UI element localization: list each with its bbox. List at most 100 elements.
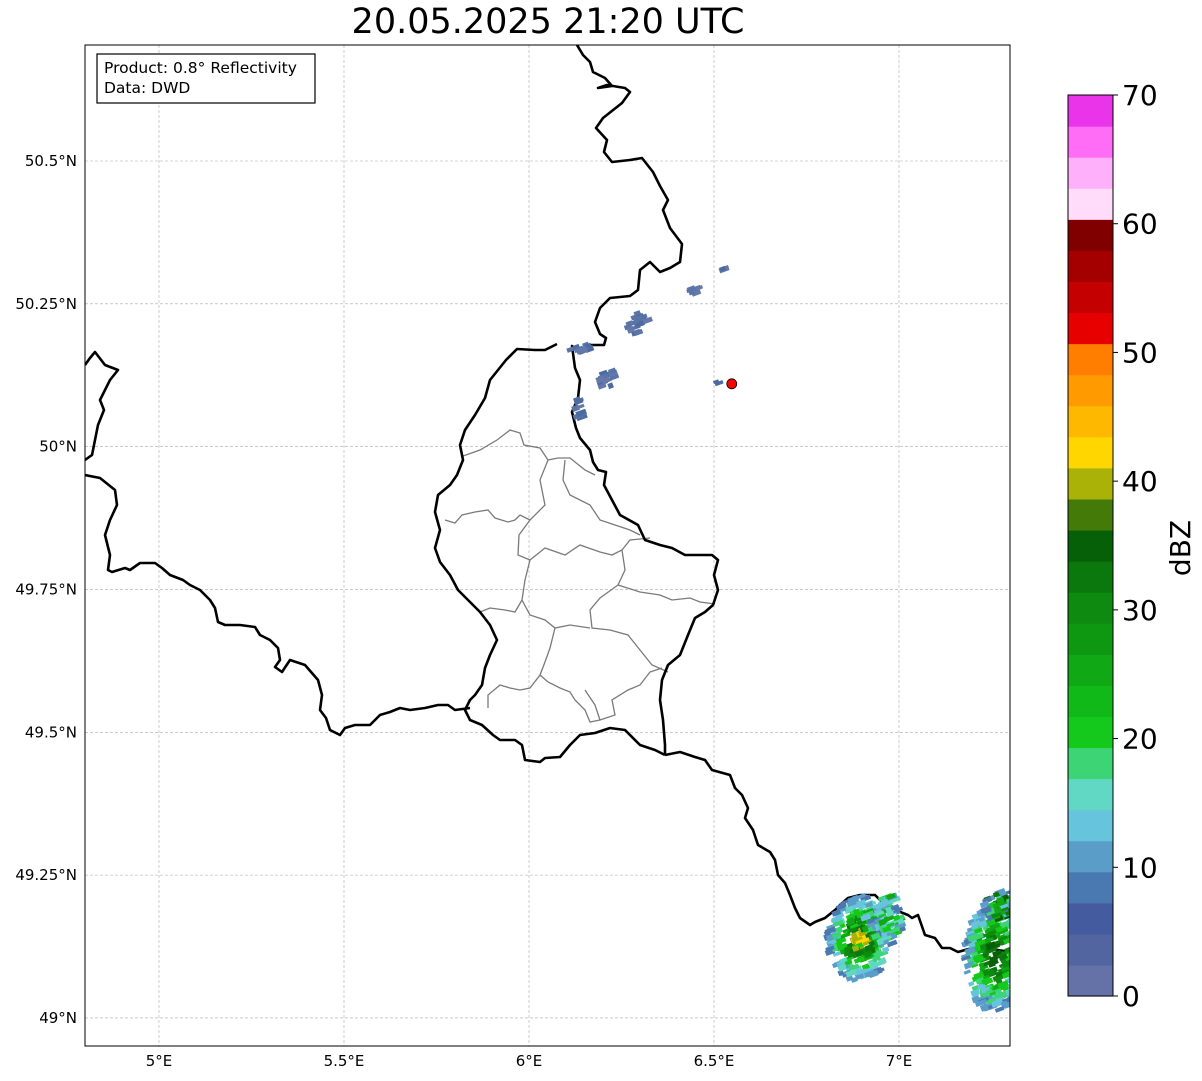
radar-echoes xyxy=(566,264,1029,1013)
lon-tick-label: 5°E xyxy=(146,1052,173,1070)
radar-pixel xyxy=(985,908,996,917)
radar-pixel xyxy=(982,925,990,931)
radar-pixel xyxy=(843,951,851,957)
radar-pixel xyxy=(851,963,860,970)
lon-tick-labels: 5°E 5.5°E 6°E 6.5°E 7°E xyxy=(146,1052,913,1070)
radar-pixel xyxy=(877,895,885,902)
radar-pixel xyxy=(856,899,866,906)
radar-pixel xyxy=(633,328,642,336)
radar-pixel xyxy=(566,346,575,353)
radar-pixel xyxy=(601,376,611,385)
radar-pixel xyxy=(968,981,975,987)
colorbar-segment xyxy=(1068,405,1113,438)
colorbar-tick-label: 40 xyxy=(1122,465,1158,498)
lat-tick-label: 50.25°N xyxy=(15,295,77,313)
lat-tick-label: 50°N xyxy=(39,438,77,456)
map-content xyxy=(85,45,1029,1013)
radar-pixel xyxy=(873,951,880,957)
radar-pixel xyxy=(987,969,995,977)
radar-pixel xyxy=(856,973,865,980)
radar-pixel xyxy=(861,925,869,933)
radar-pixel xyxy=(971,962,979,969)
radar-pixel xyxy=(1010,966,1017,972)
radar-pixel xyxy=(888,926,901,934)
radar-pixel xyxy=(996,896,1005,904)
radar-pixel xyxy=(690,288,702,297)
radar-pixel xyxy=(992,949,1002,957)
radar-pixel xyxy=(1001,959,1010,968)
radar-pixel xyxy=(1009,910,1010,917)
radar-pixel xyxy=(874,959,886,967)
radar-pixel xyxy=(576,403,585,410)
radar-pixel xyxy=(1009,920,1010,931)
radar-pixel xyxy=(1017,938,1029,947)
radar-pixel xyxy=(865,901,874,909)
radar-pixel xyxy=(844,945,852,951)
radar-pixel xyxy=(876,937,885,946)
radar-pixel xyxy=(1015,936,1023,943)
radar-pixel xyxy=(1011,972,1018,979)
country-borders xyxy=(85,45,1010,954)
radar-pixel xyxy=(973,933,984,941)
radar-pixel xyxy=(1003,912,1010,920)
radar-pixel xyxy=(837,969,845,977)
radar-pixel xyxy=(623,323,633,331)
radar-pixel xyxy=(1016,972,1026,980)
radar-pixel xyxy=(856,968,868,976)
colorbar xyxy=(1068,95,1113,997)
radar-pixel xyxy=(626,325,635,334)
radar-pixel xyxy=(1012,967,1018,972)
radar-pixel xyxy=(1014,967,1023,975)
radar-pixel xyxy=(854,949,865,957)
radar-pixel xyxy=(889,895,901,904)
lon-tick-label: 5.5°E xyxy=(324,1052,365,1070)
radar-pixel xyxy=(842,928,850,934)
colorbar-tick-label: 30 xyxy=(1122,594,1158,627)
colorbar-segment xyxy=(1068,685,1113,717)
lon-tick-label: 7°E xyxy=(886,1052,913,1070)
radar-pixel xyxy=(991,911,1002,919)
colorbar-segment xyxy=(1068,157,1113,189)
colorbar-segment xyxy=(1068,281,1113,314)
radar-pixel xyxy=(840,931,851,939)
radar-pixel xyxy=(575,408,587,418)
radar-pixel xyxy=(832,919,844,928)
colorbar-segment xyxy=(1068,529,1113,562)
colorbar-tick-label: 70 xyxy=(1122,79,1158,112)
radar-pixel xyxy=(845,969,857,978)
radar-pixel xyxy=(631,318,640,325)
radar-pixel xyxy=(999,935,1009,943)
radar-pixel xyxy=(863,969,876,978)
radar-pixel xyxy=(981,973,992,980)
radar-pixel xyxy=(992,891,1000,898)
colorbar-segment xyxy=(1068,809,1113,842)
lat-tick-labels: 50.5°N 50.25°N 50°N 49.75°N 49.5°N 49.25°N 49°… xyxy=(15,152,77,1027)
radar-pixel xyxy=(863,951,872,958)
radar-pixel xyxy=(985,941,997,951)
radar-pixel xyxy=(996,934,1006,941)
colorbar-segment xyxy=(1068,312,1113,345)
radar-pixel xyxy=(963,960,975,968)
radar-pixel xyxy=(985,996,997,1005)
lat-tick-label: 49.75°N xyxy=(15,580,77,598)
radar-pixel xyxy=(824,926,837,935)
colorbar-segment xyxy=(1068,592,1113,624)
radar-pixel xyxy=(886,910,895,918)
radar-pixel xyxy=(1014,973,1025,980)
radar-pixel xyxy=(995,926,1004,933)
radar-pixel xyxy=(993,906,1003,915)
colorbar-tick-label: 20 xyxy=(1122,723,1158,756)
colorbar-segment xyxy=(1068,933,1113,966)
radar-pixel xyxy=(1010,978,1019,984)
lon-tick-label: 6.5°E xyxy=(694,1052,735,1070)
radar-pixel xyxy=(860,913,872,922)
radar-pixel xyxy=(982,960,991,967)
radar-pixel xyxy=(986,988,994,995)
radar-pixel xyxy=(868,940,875,947)
radar-pixel xyxy=(846,926,858,934)
radar-pixel xyxy=(1006,911,1010,921)
radar-pixel xyxy=(852,908,861,916)
radar-pixel xyxy=(1006,916,1010,925)
radar-pixel xyxy=(963,969,971,975)
